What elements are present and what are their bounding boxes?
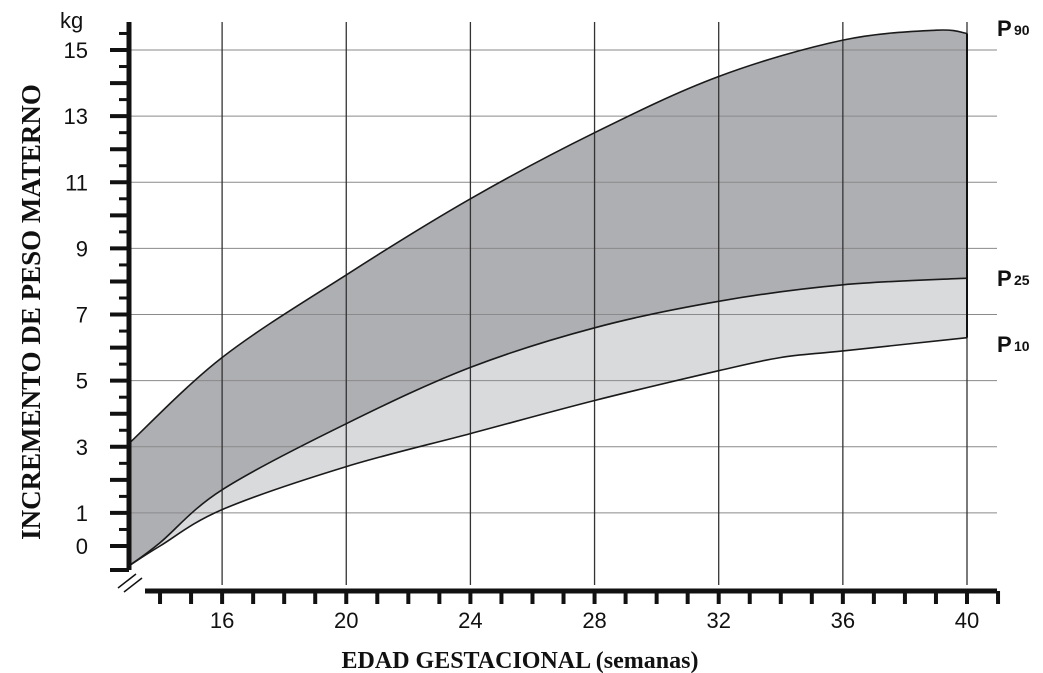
label-p25-sub: 25: [1014, 272, 1030, 288]
label-p90-sub: 90: [1014, 22, 1030, 38]
y-tick-label-5: 5: [76, 369, 88, 394]
x-tick-label-36: 36: [831, 608, 855, 633]
x-tick-label-24: 24: [458, 608, 482, 633]
percentile-curves: [128, 29, 968, 567]
axis-break-mark: [117, 573, 137, 589]
y-tick-label-1: 1: [76, 501, 88, 526]
y-tick-label-7: 7: [76, 303, 88, 328]
x-tick-label-40: 40: [955, 608, 979, 633]
y-tick-label-11: 11: [65, 170, 88, 195]
y-axis-title: INCREMENTO DE PESO MATERNO: [16, 84, 46, 540]
y-tick-label-9: 9: [76, 236, 88, 261]
y-tick-label-15: 15: [64, 38, 88, 63]
y-tick-label-3: 3: [76, 435, 88, 460]
x-tick-label-32: 32: [706, 608, 730, 633]
label-p10: P: [997, 332, 1012, 357]
percentile-bands: [129, 30, 967, 566]
label-p10-sub: 10: [1014, 338, 1030, 354]
grid-lines: [129, 22, 997, 585]
axis-break-mark: [123, 577, 143, 593]
y-unit-label: kg: [60, 8, 83, 33]
x-axis-title: EDAD GESTACIONAL (semanas): [342, 648, 699, 673]
curve-p25: [128, 277, 968, 567]
label-p25: P: [997, 266, 1012, 291]
band-p25-p90: [129, 30, 967, 566]
x-tick-label-28: 28: [582, 608, 606, 633]
label-p90: P: [997, 16, 1012, 41]
curve-p90: [128, 29, 968, 445]
y-tick-label-0: 0: [76, 534, 88, 559]
x-tick-label-16: 16: [210, 608, 234, 633]
x-tick-label-20: 20: [334, 608, 358, 633]
axes: [110, 22, 1001, 604]
y-tick-label-13: 13: [64, 104, 88, 129]
curve-p10: [128, 336, 968, 567]
band-p10-p25: [129, 278, 967, 566]
